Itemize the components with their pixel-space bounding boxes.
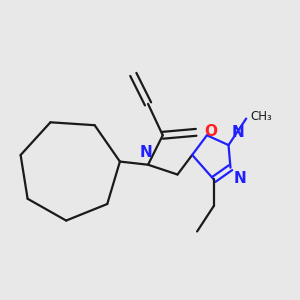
Text: N: N — [233, 171, 246, 186]
Text: N: N — [232, 125, 244, 140]
Text: O: O — [204, 124, 217, 139]
Text: CH₃: CH₃ — [250, 110, 272, 123]
Text: N: N — [140, 145, 152, 160]
